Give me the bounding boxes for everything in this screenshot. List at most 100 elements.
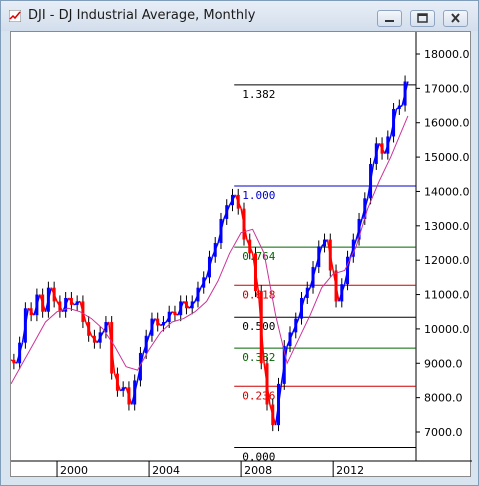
y-tick-label: 9000.0 xyxy=(424,357,463,370)
price-segment xyxy=(251,253,260,292)
price-segment xyxy=(96,331,104,344)
price-segment xyxy=(194,287,202,302)
price-segment xyxy=(234,194,242,209)
price-segment xyxy=(315,246,323,268)
price-segment xyxy=(205,256,214,278)
y-tick-label: 17000.0 xyxy=(424,82,470,95)
price-segment xyxy=(67,297,75,306)
y-tick-label: 18000.0 xyxy=(424,48,470,61)
moving-average-line xyxy=(11,115,409,385)
close-icon xyxy=(451,13,460,23)
price-segment xyxy=(366,163,375,199)
maximize-icon xyxy=(417,13,428,23)
price-segment xyxy=(401,81,409,106)
price-segment xyxy=(73,300,81,306)
x-tick-label: 2004 xyxy=(152,464,180,477)
price-segment xyxy=(119,386,127,392)
x-tick-label: 2008 xyxy=(244,464,272,477)
app-icon xyxy=(9,10,21,22)
price-segment xyxy=(148,318,156,337)
price-segment xyxy=(177,301,185,316)
price-segment xyxy=(361,198,369,220)
price-segment xyxy=(200,276,208,289)
x-tick-label: 2000 xyxy=(60,464,88,477)
price-segment xyxy=(246,239,254,254)
price-segment xyxy=(171,311,179,316)
price-segment xyxy=(142,335,150,354)
minimize-icon xyxy=(385,20,394,22)
plot-area[interactable]: 7000.0 8000.0 9000.0 10000.0 11000.0 12000.0 1… xyxy=(10,31,472,478)
price-segment xyxy=(33,294,41,316)
price-segment xyxy=(79,301,87,323)
y-tick-label: 8000.0 xyxy=(424,392,463,405)
price-segment xyxy=(338,283,346,302)
price-segment xyxy=(349,239,357,257)
price-segment xyxy=(165,311,173,323)
fib-level-label: 0.500 xyxy=(242,320,275,333)
price-segment xyxy=(113,373,122,392)
fib-level-label: 0.382 xyxy=(242,351,275,364)
price-segment xyxy=(44,287,52,312)
price-segment xyxy=(384,136,392,154)
price-chart[interactable]: 7000.0 8000.0 9000.0 10000.0 11000.0 12000.0 1… xyxy=(11,32,472,478)
fib-level-label: 0.236 xyxy=(242,389,275,402)
price-segment xyxy=(269,404,277,426)
fib-level-label: 1.000 xyxy=(242,189,275,202)
price-segment xyxy=(11,359,18,364)
price-segment xyxy=(27,307,35,316)
close-button[interactable] xyxy=(443,10,468,27)
x-tick-label: 2012 xyxy=(336,464,364,477)
price-segment xyxy=(286,332,294,347)
price-segment xyxy=(125,387,133,405)
y-tick-label: 15000.0 xyxy=(424,151,470,164)
price-segment xyxy=(50,287,58,302)
price-segment xyxy=(297,297,306,319)
y-tick-label: 12000.0 xyxy=(424,254,470,267)
price-segment xyxy=(136,352,145,381)
price-segment xyxy=(21,308,29,343)
price-segment xyxy=(240,208,248,240)
price-segment xyxy=(188,300,196,309)
y-tick-label: 7000.0 xyxy=(424,426,463,439)
window-title: DJI - DJ Industrial Average, Monthly xyxy=(28,8,256,23)
price-segment xyxy=(16,342,24,364)
price-segment xyxy=(223,204,231,220)
price-segment xyxy=(332,270,340,302)
price-segment xyxy=(303,287,311,299)
y-tick-label: 10000.0 xyxy=(424,323,470,336)
price-segment xyxy=(378,142,386,155)
y-tick-label: 16000.0 xyxy=(424,117,470,130)
price-segment xyxy=(183,300,190,309)
price-segment xyxy=(108,321,116,374)
title-bar[interactable]: DJI - DJ Industrial Average, Monthly xyxy=(1,1,478,31)
price-segment xyxy=(85,321,93,337)
price-segment xyxy=(263,363,271,405)
price-segment xyxy=(280,345,288,385)
price-segment xyxy=(396,104,403,110)
price-segment xyxy=(160,321,167,327)
maximize-button[interactable] xyxy=(410,10,435,27)
price-segment xyxy=(309,266,317,288)
y-tick-label: 14000.0 xyxy=(424,185,470,198)
price-segment xyxy=(39,294,47,312)
fib-level-label: 1.382 xyxy=(242,88,275,101)
price-segment xyxy=(372,143,380,165)
price-segment xyxy=(217,218,225,244)
price-segment xyxy=(292,318,300,333)
price-segment xyxy=(389,108,398,137)
price-segment xyxy=(154,318,162,326)
price-segment xyxy=(90,335,98,344)
y-tick-label: 11000.0 xyxy=(424,289,470,302)
y-tick-label: 13000.0 xyxy=(424,220,470,233)
fib-level-label: 0.000 xyxy=(242,450,275,463)
price-segment xyxy=(228,194,237,206)
minimize-button[interactable] xyxy=(377,10,402,27)
price-segment xyxy=(211,242,219,258)
fib-level-label: 0.764 xyxy=(242,250,275,263)
price-segment xyxy=(321,239,328,247)
price-segment xyxy=(257,291,265,364)
price-segment xyxy=(326,239,334,271)
price-segment xyxy=(355,218,363,240)
price-segment xyxy=(131,380,139,405)
